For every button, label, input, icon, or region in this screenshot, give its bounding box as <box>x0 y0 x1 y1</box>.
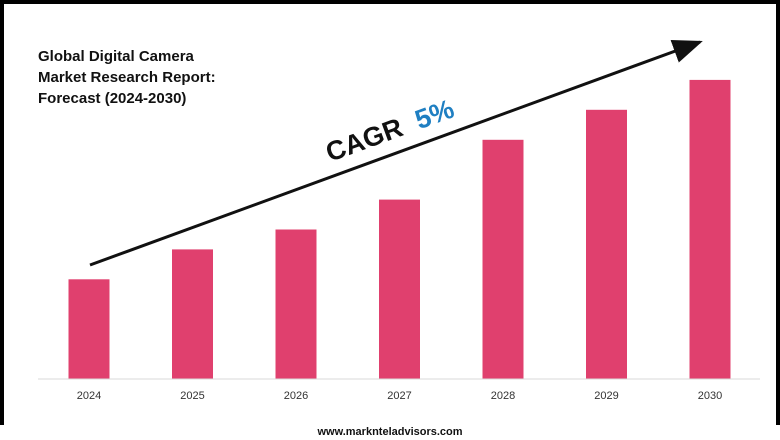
x-tick-2024: 2024 <box>77 390 101 402</box>
bar-2026 <box>275 229 317 379</box>
chart-area: Global Digital Camera Market Research Re… <box>38 39 760 402</box>
title-line-3: Forecast (2024-2030) <box>38 90 186 107</box>
title-line-1: Global Digital Camera <box>38 48 195 65</box>
bar-2025 <box>172 249 213 379</box>
bar-2027 <box>379 199 420 379</box>
footer-url: www.marknteladvisors.com <box>317 426 463 438</box>
x-tick-2030: 2030 <box>698 390 722 402</box>
x-tick-2025: 2025 <box>180 390 204 402</box>
footer-band <box>0 425 780 440</box>
cagr-label: CAGR <box>322 112 407 167</box>
bar-2029 <box>586 109 627 380</box>
bar-2030 <box>689 79 731 380</box>
x-tick-labels: 2024 2025 2026 2027 2028 2029 2030 <box>77 390 722 402</box>
trend-arrow <box>89 39 703 267</box>
x-tick-2026: 2026 <box>284 390 308 402</box>
bar-2024 <box>68 279 110 379</box>
x-tick-2029: 2029 <box>594 390 618 402</box>
x-tick-2028: 2028 <box>491 390 515 402</box>
chart-title: Global Digital Camera Market Research Re… <box>38 48 216 107</box>
x-tick-2027: 2027 <box>387 390 411 402</box>
bars <box>68 79 731 380</box>
cagr-value: 5% <box>411 94 458 136</box>
title-line-2: Market Research Report: <box>38 69 216 86</box>
bar-2028 <box>482 139 524 380</box>
